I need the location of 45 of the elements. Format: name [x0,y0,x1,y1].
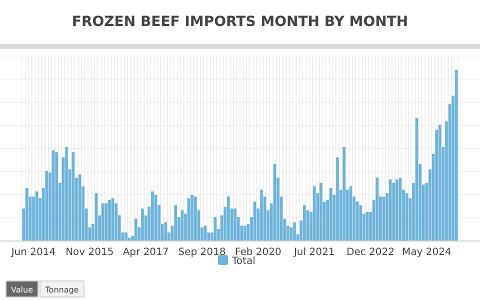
x-tick-label: Jun 2014 [10,247,56,258]
bar [25,188,28,241]
bar [312,186,316,241]
bar [124,232,128,241]
bar [329,188,332,241]
bar [303,205,306,241]
bar [72,152,75,241]
x-tick-label: May 2024 [402,247,452,258]
bar [260,190,263,241]
legend-label: Total [231,256,256,267]
bar [396,179,398,241]
bar [190,194,194,241]
x-tick-label: Dec 2022 [346,247,395,258]
bar [320,182,322,241]
toggle-button: Value [6,280,38,298]
bar [108,200,111,241]
x-tick-label: Sep 2018 [178,247,226,258]
bar [336,157,339,241]
bar [293,222,296,241]
toggle-button: Tonnage [40,280,84,298]
bar [455,70,458,241]
x-tick-label: Jul 2021 [292,247,335,258]
bar [174,205,177,241]
x-tick-label: Feb 2020 [235,247,282,258]
bar [376,178,379,241]
bar [194,196,197,241]
bar [55,152,58,241]
x-tick-label: Nov 2015 [66,247,114,258]
bar [405,193,408,241]
bar [164,222,168,241]
bar [392,182,396,241]
bar [342,146,346,241]
bar [438,124,442,241]
bar [253,202,256,241]
bar [101,203,104,241]
bar [359,205,362,241]
chart-title: FROZEN BEEF IMPORTS MONTH BY MONTH [72,14,408,30]
bar [234,208,236,241]
bar [65,146,68,241]
bar [227,196,230,241]
bar [151,191,154,241]
bar [141,208,144,241]
x-tick-label: Apr 2017 [122,247,169,258]
bar [134,218,138,241]
bar [244,226,246,241]
